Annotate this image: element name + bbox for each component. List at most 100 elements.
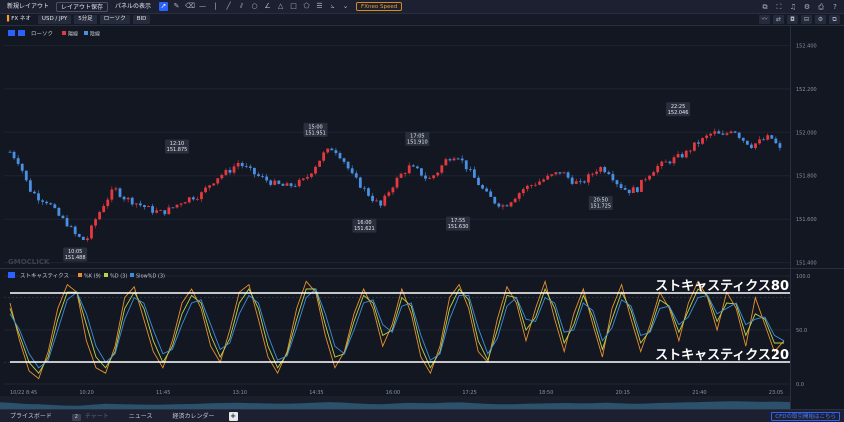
tab-news[interactable]: ニュース [128,412,153,420]
time-tick-label: 13:10 [233,390,247,396]
candle-body [159,210,163,212]
candle-body [644,179,647,181]
layout-icon[interactable]: ⊟ [801,15,812,24]
angle-icon[interactable]: ∠ [264,2,271,10]
cursor-icon[interactable]: ➚ [159,2,169,11]
settings-icon[interactable]: ⚙ [815,15,826,24]
price-axis[interactable]: 152.400 152.200 152.000 151.800 151.600 151.4… [796,43,817,266]
price-tick-label: 151.400 [796,261,817,267]
candle-body [721,133,725,135]
candle-body [619,184,623,188]
osc-settings-icon[interactable] [8,272,15,278]
timeframe-selector[interactable]: 5分足 [74,15,97,24]
tab-economic-calendar[interactable]: 経済カレンダー [172,412,215,420]
candle-body [73,226,77,235]
circle-icon[interactable]: ○ [251,2,258,10]
candle-body [640,179,643,192]
candle-body [41,200,44,202]
fibonacci-icon[interactable]: ☰ [316,2,323,10]
osc-slowd-label: Slow%D (3) [136,274,165,280]
candle-body [525,185,529,190]
cfd-start-link[interactable]: CFDの取引開始はこちら [771,412,840,421]
price-label-time: 20:50 [593,198,607,204]
candle-body [102,206,106,213]
tab-chart[interactable]: 2 チャート [62,410,119,422]
candle-body [37,193,40,201]
horizontal-line-icon[interactable]: — [199,2,207,10]
tab-price-board[interactable]: プライスボード [10,412,52,420]
osc-axis[interactable]: 100.0 50.0 0.0 [796,274,810,388]
product-label[interactable]: ▌FX ネオ [3,15,35,24]
indicator-icon[interactable]: 〰 [759,15,770,24]
candle-body [631,187,635,194]
price-label-price: 151.951 [305,130,326,136]
chart-tools: 〰 ⇄ ◘ ⊟ ⚙ ⧉ [756,15,840,24]
price-label-box [165,139,190,154]
gear-icon[interactable]: ⚙ [803,3,811,11]
price-tick-label: 151.600 [796,217,817,223]
help-icon[interactable]: ? [833,3,837,11]
trend-line-icon[interactable]: ╱ [226,2,231,10]
price-type-selector[interactable]: BID [132,15,151,24]
candle-body [676,154,680,158]
pentagon-icon[interactable]: ⬠ [303,2,310,10]
price-tick-label: 152.000 [796,130,817,136]
candle-body [660,161,664,167]
candle-body [680,154,684,158]
candle-body [456,158,460,160]
camera-icon[interactable]: ◘ [787,15,798,24]
legend-settings-icon[interactable] [18,30,25,36]
candle-body [297,179,301,187]
compare-icon[interactable]: ⇄ [773,15,784,24]
time-tick-label: 11:45 [156,390,170,396]
chart-type-selector[interactable]: ローソク [99,15,130,24]
candle-body [269,180,273,185]
restore-window-icon[interactable]: ⧉ [762,3,768,11]
chart-count-badge: 2 [71,413,81,421]
fxneo-speed-button[interactable]: FXneo Speed [356,2,403,11]
price-label-price: 151.488 [65,255,86,261]
osc-tick-label: 50.0 [796,328,807,334]
rectangle-icon[interactable]: □ [290,2,297,10]
popout-icon[interactable]: ⧉ [829,15,840,24]
parallel-lines-icon[interactable]: ⫽ [239,2,244,10]
dropdown-icon[interactable]: ⌄ [342,2,349,10]
add-tab-button[interactable]: + [228,411,238,421]
candle-body [16,158,20,164]
time-axis[interactable]: 10/22 8:45 10:20 11:45 13:10 14:35 16:00 17:25… [10,390,783,396]
candle-body [224,169,228,175]
pair-selector[interactable]: USD / JPY [37,15,72,24]
time-tick-label: 10/22 8:45 [10,390,37,396]
triangle-icon[interactable]: △ [277,2,284,10]
candle-body [49,203,53,205]
candle-body [33,191,36,194]
candle-body [391,187,395,193]
candle-body [81,236,85,241]
candle-body [143,205,146,207]
candle-body [326,148,330,153]
candle-body [240,162,244,167]
vertical-line-icon[interactable]: | [214,2,217,10]
save-layout-button[interactable]: レイアウト保存 [56,1,109,12]
chart-type-icon[interactable]: ⦣ [330,2,335,10]
pencil-icon[interactable]: ✎ [173,2,180,10]
symbol-bar: ▌FX ネオ USD / JPY 5分足 ローソク BID 〰 ⇄ ◘ ⊟ ⚙ … [0,14,844,26]
panel-display-button[interactable]: パネルの表示 [115,2,152,10]
candle-body [244,166,248,167]
candle-body [126,197,130,200]
price-label-price: 151.725 [590,204,611,210]
printer-icon[interactable]: ⎙ [818,3,824,11]
candles [8,128,782,243]
candle-body [301,178,305,180]
candle-body [534,184,537,186]
candle-body [8,151,12,153]
candle-body [367,188,370,196]
candle-body [293,186,297,187]
fullscreen-icon[interactable]: ⛶ [776,3,782,11]
legend-eye-icon[interactable] [8,30,15,36]
bell-icon[interactable]: ♫ [789,3,797,11]
eraser-icon[interactable]: ⌫ [185,2,195,10]
new-layout-button[interactable]: 新規レイアウト [7,2,50,10]
candle-body [346,161,350,169]
